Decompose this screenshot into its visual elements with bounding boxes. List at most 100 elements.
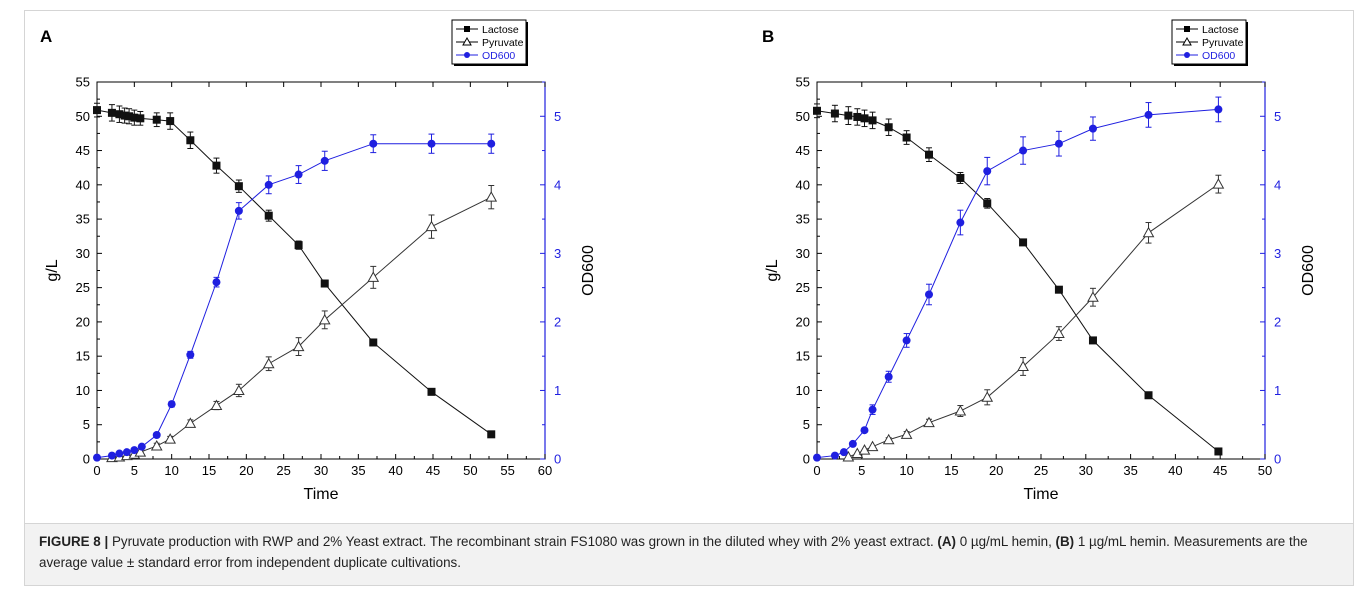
x-tick-label: 5 — [131, 463, 138, 478]
y-tick-label: 0 — [83, 452, 90, 467]
data-point — [860, 114, 869, 123]
legend-label: Pyruvate — [482, 37, 524, 49]
y-tick-label: 30 — [76, 246, 90, 261]
series-od600 — [93, 133, 496, 462]
legend-marker — [464, 52, 470, 58]
series-pyruvate — [106, 185, 498, 463]
y2-axis-label: OD600 — [580, 245, 597, 296]
series-line — [848, 183, 1219, 458]
y-tick-label: 15 — [76, 349, 90, 364]
y2-tick-label: 1 — [554, 383, 561, 398]
series-od600 — [813, 96, 1223, 462]
y-tick-label: 20 — [76, 314, 90, 329]
x-tick-label: 20 — [989, 463, 1003, 478]
x-tick-label: 10 — [899, 463, 913, 478]
chart-panel-A: A0 5 10 15 20 25 30 35 40 45 50 55 60051015202530354… — [40, 19, 597, 503]
data-point — [212, 278, 221, 287]
data-point — [884, 123, 893, 132]
legend-label: Pyruvate — [1202, 37, 1244, 49]
data-point — [839, 448, 848, 457]
data-point — [369, 139, 378, 148]
data-point — [125, 112, 134, 121]
legend-marker — [1184, 26, 1190, 32]
data-point — [954, 404, 967, 416]
data-point — [860, 426, 869, 435]
legend-marker — [462, 36, 472, 46]
data-point — [813, 453, 821, 462]
data-point — [234, 206, 243, 215]
data-point — [264, 180, 273, 189]
data-point — [956, 173, 965, 182]
plot-frame — [816, 81, 1266, 460]
x-tick-label: 40 — [1168, 463, 1182, 478]
data-point — [983, 199, 992, 208]
y-tick-label: 20 — [796, 314, 810, 329]
panel-label: A — [40, 27, 52, 46]
y2-tick-label: 1 — [1274, 383, 1281, 398]
data-point — [130, 113, 139, 122]
y2-tick-label: 0 — [1274, 452, 1281, 467]
x-tick-label: 45 — [426, 463, 440, 478]
data-point — [130, 446, 139, 455]
data-point — [830, 109, 839, 118]
data-point — [813, 106, 821, 115]
series-line — [111, 196, 492, 459]
caption-part-1: (A) — [937, 534, 956, 549]
y-tick-label: 40 — [76, 177, 90, 192]
y-tick-label: 10 — [796, 383, 810, 398]
data-point — [956, 218, 965, 227]
data-point — [858, 444, 871, 455]
data-point — [485, 191, 498, 202]
data-point — [853, 112, 862, 121]
figure-frame — [24, 10, 1354, 524]
data-point — [120, 111, 129, 120]
y2-tick-label: 5 — [554, 109, 561, 124]
y-tick-label: 25 — [76, 280, 90, 295]
y2-tick-label: 5 — [1274, 109, 1281, 124]
y-tick-label: 55 — [76, 75, 90, 90]
data-point — [234, 182, 243, 191]
data-point — [868, 405, 877, 414]
data-point — [115, 449, 124, 458]
x-tick-label: 25 — [1034, 463, 1048, 478]
data-point — [1142, 226, 1155, 238]
y2-axis-label: OD600 — [1300, 245, 1317, 296]
x-tick-label: 30 — [1079, 463, 1093, 478]
data-point — [369, 338, 378, 347]
data-point — [1214, 447, 1223, 456]
data-point — [1019, 146, 1028, 155]
x-tick-label: 55 — [500, 463, 514, 478]
y2-tick-label: 4 — [1274, 177, 1281, 192]
caption-part-0: Pyruvate production with RWP and 2% Yeas… — [108, 534, 938, 549]
y-tick-label: 50 — [796, 109, 810, 124]
data-point — [1088, 336, 1097, 345]
caption-part-3: (B) — [1055, 534, 1075, 549]
x-tick-label: 20 — [239, 463, 253, 478]
series-lactose — [813, 103, 1223, 456]
y-tick-label: 10 — [76, 383, 90, 398]
data-point — [900, 428, 913, 439]
data-point — [842, 450, 855, 462]
data-point — [1019, 238, 1028, 247]
x-tick-label: 25 — [276, 463, 290, 478]
data-point — [184, 417, 197, 428]
y-tick-label: 50 — [76, 109, 90, 124]
x-tick-label: 60 — [538, 463, 552, 478]
data-point — [1144, 391, 1153, 400]
x-tick-label: 15 — [944, 463, 958, 478]
x-axis-label: Time — [304, 486, 339, 503]
data-point — [115, 110, 124, 119]
chart-panel-B: B0 5 10 15 20 25 30 35 40 45 500510152025303540455… — [762, 19, 1317, 503]
data-point — [902, 133, 911, 142]
data-point — [164, 433, 177, 444]
series-line — [96, 109, 492, 435]
x-tick-label: 35 — [351, 463, 365, 478]
data-point — [848, 439, 857, 448]
data-point — [1053, 327, 1065, 339]
series-lactose — [93, 102, 496, 439]
y-tick-label: 0 — [803, 452, 810, 467]
data-point — [882, 433, 895, 445]
data-point — [294, 241, 303, 250]
x-tick-label: 5 — [858, 463, 865, 478]
